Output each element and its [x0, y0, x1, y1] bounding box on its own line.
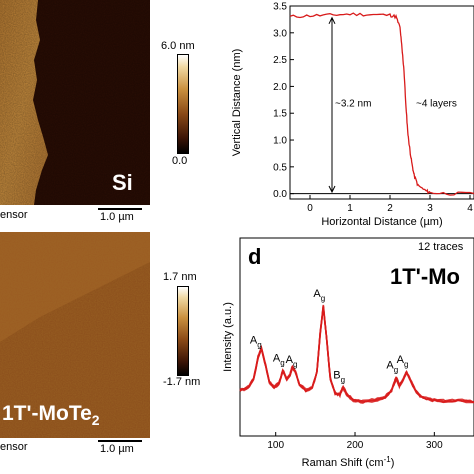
- height-arrowhead-top: [328, 16, 336, 25]
- raman-sample-label: 1T'-Mo: [390, 264, 460, 289]
- sensor-label-top: ensor: [0, 209, 28, 221]
- scale-bar-bottom: [98, 440, 142, 442]
- peak-label: Ag: [386, 360, 398, 375]
- afm-topography-si: [0, 0, 150, 205]
- peak-label: Ag: [273, 353, 285, 368]
- peak-label: Ag: [286, 354, 298, 369]
- colorbar-max-top: 6.0 nm: [161, 40, 195, 52]
- peak-label: Bg: [333, 369, 345, 384]
- height-arrowhead-bottom: [328, 185, 336, 194]
- scale-bar-label-top: 1.0 µm: [100, 211, 134, 223]
- sensor-label-bottom: ensor: [0, 441, 28, 453]
- height-profile-trace: [289, 12, 474, 196]
- plot-frame: [239, 237, 474, 437]
- y-axis-label: Intensity (a.u.): [222, 302, 234, 372]
- raman-spectrum-chart: 100 200 300 Raman Shift (cm-1) Intensity (a.…: [222, 237, 474, 469]
- x-tick-label: 300: [426, 440, 443, 451]
- y-tick-label: 2.5: [273, 55, 287, 66]
- x-tick-label: 100: [267, 440, 284, 451]
- y-tick-label: 1.0: [273, 136, 287, 147]
- sample-label-si: Si: [112, 170, 133, 195]
- layers-annotation: ~4 layers: [416, 99, 457, 110]
- x-tick-label: 0: [307, 203, 313, 214]
- x-axis-label: Horizontal Distance (µm): [321, 216, 442, 228]
- y-tick-label: 2.0: [273, 82, 287, 93]
- x-tick-label: 1: [347, 203, 353, 214]
- afm-image-bottom: [0, 232, 150, 438]
- scale-bar-label-bottom: 1.0 µm: [100, 443, 134, 455]
- y-tick-label: 0.0: [273, 189, 287, 200]
- y-tick-label: 3.0: [273, 28, 287, 39]
- colorbar-bottom: [177, 286, 189, 376]
- height-profile-chart: 0 1 2 3 4 0.0 0.5 1.0 1.5 2.0 2.5 3.0 3.5 Horizontal …: [231, 2, 474, 228]
- plot-frame: [289, 5, 474, 200]
- peak-label: Ag: [397, 354, 409, 369]
- sample-label-mote2-main: 1T'-MoTe: [2, 402, 92, 425]
- x-tick-label: 200: [347, 440, 364, 451]
- colorbar-min-top: 0.0: [172, 155, 188, 167]
- colorbar-max-bottom: 1.7 nm: [163, 271, 197, 283]
- sample-label-mote2-sub: 2: [91, 412, 100, 429]
- scale-bar-top: [98, 208, 142, 210]
- y-tick-label: 1.5: [273, 109, 287, 120]
- legend-text: 12 traces: [418, 241, 464, 253]
- colorbar-top: [177, 54, 189, 154]
- y-tick-label: 0.5: [273, 162, 287, 173]
- afm-image-top: [0, 0, 150, 205]
- y-axis-label: Vertical Distance (nm): [231, 49, 243, 157]
- peak-label: Ag: [313, 288, 325, 303]
- raman-trace: [239, 304, 474, 404]
- x-tick-label: 3: [427, 203, 433, 214]
- peak-label: Ag: [250, 334, 262, 349]
- colorbar-min-bottom: -1.7 nm: [163, 376, 201, 388]
- x-axis-label: Raman Shift (cm-1): [302, 455, 395, 469]
- height-annotation: ~3.2 nm: [335, 99, 371, 110]
- afm-topography-mote2: [0, 232, 150, 438]
- panel-letter-d: d: [248, 244, 261, 269]
- sample-label-mote2: 1T'-MoTe2: [2, 402, 100, 428]
- x-tick-label: 4: [467, 203, 473, 214]
- x-tick-label: 2: [387, 203, 393, 214]
- y-tick-label: 3.5: [273, 2, 287, 13]
